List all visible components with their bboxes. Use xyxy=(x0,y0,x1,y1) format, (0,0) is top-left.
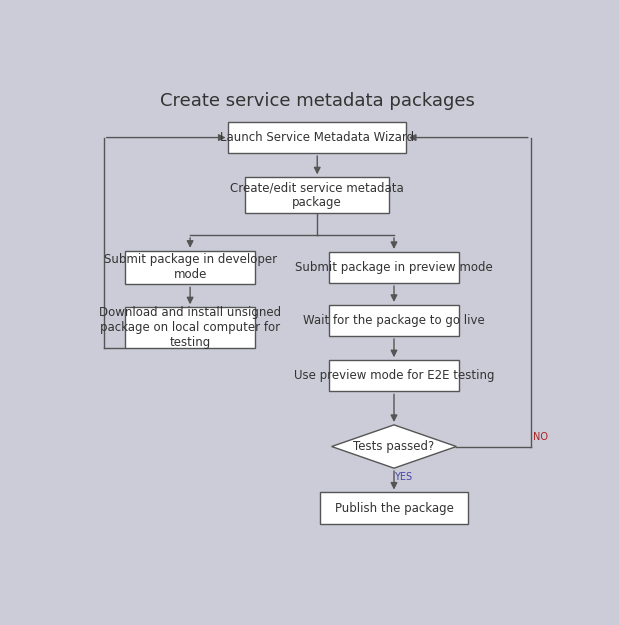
FancyBboxPatch shape xyxy=(319,492,469,524)
Text: Create service metadata packages: Create service metadata packages xyxy=(160,92,475,110)
Text: Create/edit service metadata
package: Create/edit service metadata package xyxy=(230,181,404,209)
FancyBboxPatch shape xyxy=(329,360,459,391)
Text: Tests passed?: Tests passed? xyxy=(353,440,435,453)
Text: Submit package in developer
mode: Submit package in developer mode xyxy=(103,254,277,281)
Text: Use preview mode for E2E testing: Use preview mode for E2E testing xyxy=(294,369,494,382)
Polygon shape xyxy=(332,425,456,468)
FancyBboxPatch shape xyxy=(125,251,255,284)
Text: Submit package in preview mode: Submit package in preview mode xyxy=(295,261,493,274)
FancyBboxPatch shape xyxy=(329,305,459,336)
Text: NO: NO xyxy=(533,432,548,442)
Text: Wait for the package to go live: Wait for the package to go live xyxy=(303,314,485,327)
FancyBboxPatch shape xyxy=(228,122,406,153)
FancyBboxPatch shape xyxy=(329,252,459,283)
Text: YES: YES xyxy=(394,472,412,482)
Text: Download and install unsigned
package on local computer for
testing: Download and install unsigned package on… xyxy=(99,306,281,349)
Text: Publish the package: Publish the package xyxy=(334,502,454,514)
FancyBboxPatch shape xyxy=(125,308,255,348)
Text: Launch Service Metadata Wizard: Launch Service Metadata Wizard xyxy=(220,131,414,144)
FancyBboxPatch shape xyxy=(245,177,389,213)
